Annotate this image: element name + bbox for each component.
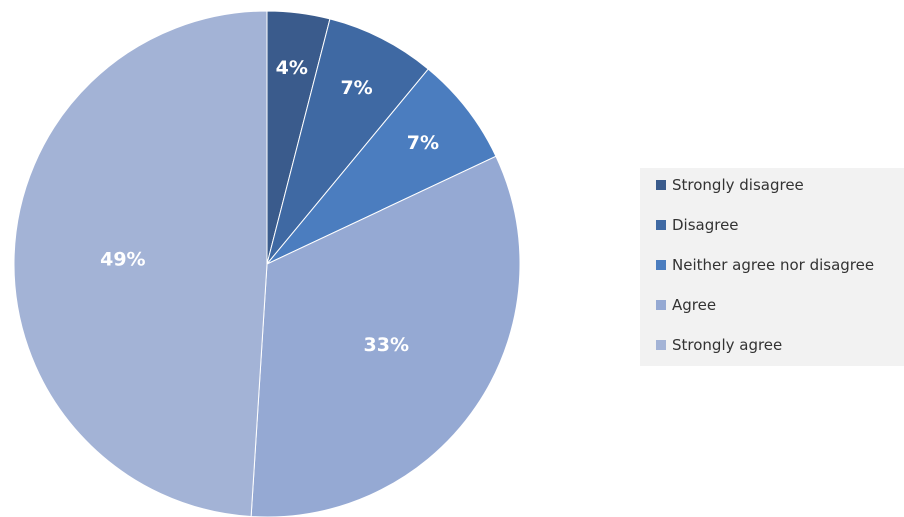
- legend-item-disagree: Disagree: [656, 214, 739, 236]
- legend-label: Neither agree nor disagree: [672, 256, 875, 274]
- legend-swatch: [656, 300, 666, 310]
- pie-slice-disagree: [266, 18, 429, 265]
- legend-swatch: [656, 260, 666, 270]
- pie-slices: [13, 10, 521, 517]
- legend-item-neither-agree-nor-disagree: Neither agree nor disagree: [656, 254, 874, 276]
- legend-item-strongly-disagree: Strongly disagree: [656, 174, 804, 196]
- data-label-neither-agree-nor-disagree: 7%: [407, 132, 439, 154]
- pie-data-labels: 4% 7% 7% 33% 49%: [100, 57, 439, 356]
- data-label-strongly-agree: 49%: [100, 248, 145, 270]
- legend-label: Disagree: [672, 216, 739, 234]
- legend-swatch: [656, 180, 666, 190]
- pie-slice-neither-agree-nor-disagree: [266, 68, 497, 265]
- legend-item-strongly-agree: Strongly agree: [656, 334, 782, 356]
- data-label-agree: 33%: [364, 334, 409, 356]
- data-label-strongly-disagree: 4%: [276, 57, 308, 79]
- pie-slice-agree: [250, 155, 521, 517]
- legend-label: Strongly disagree: [672, 176, 804, 194]
- pie-slice-strongly-agree: [13, 10, 268, 517]
- legend-label: Strongly agree: [672, 336, 783, 354]
- data-label-disagree: 7%: [340, 77, 372, 99]
- legend-item-agree: Agree: [656, 294, 716, 316]
- legend-label: Agree: [672, 296, 717, 314]
- legend-swatch: [656, 220, 666, 230]
- chart-legend: Strongly disagree Disagree Neither agree n…: [640, 168, 904, 366]
- legend-swatch: [656, 340, 666, 350]
